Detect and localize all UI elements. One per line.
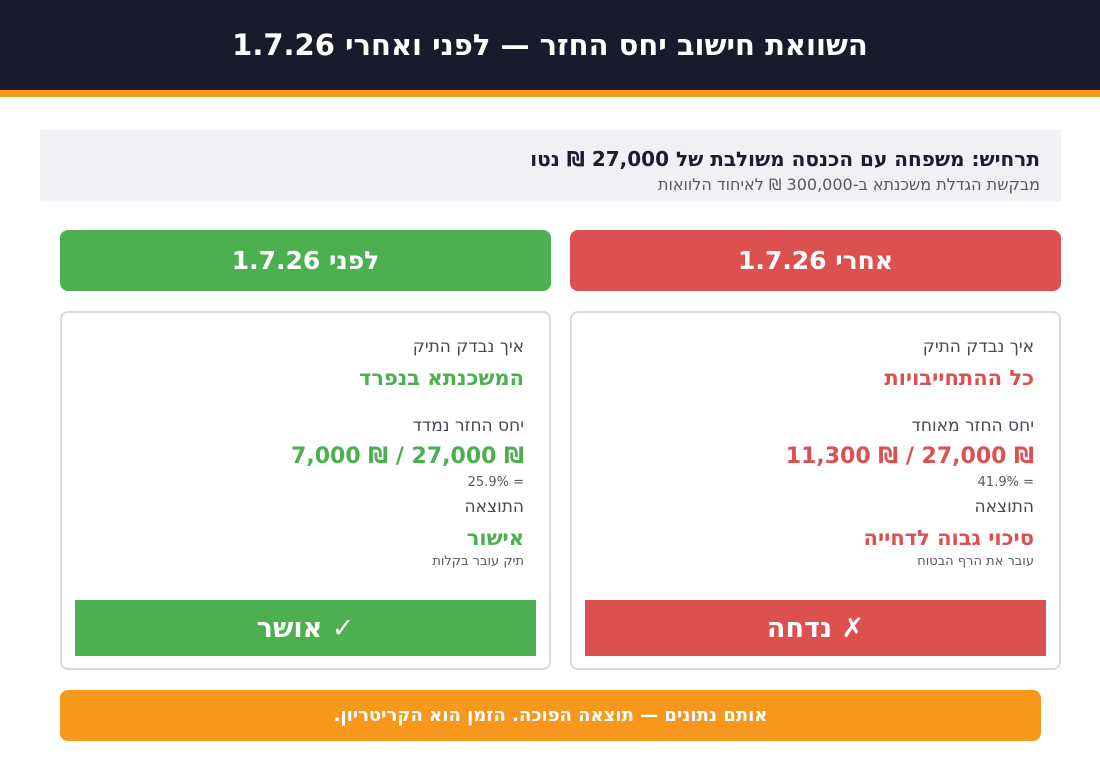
before-card: איך נבדק התיק המשכנתא בנפרד יחס החזר נמד… (60, 311, 551, 670)
before-result-value: אישור (466, 526, 524, 550)
before-ratio-label: יחס החזר נמדד (412, 416, 524, 436)
after-column-heading: אחרי 1.7.26 (570, 230, 1061, 291)
after-card: איך נבדק התיק כל ההתחייבויות יחס החזר מא… (570, 311, 1061, 670)
scenario-subtitle: מבקשת הגדלת משכנתא ב-300,000 ₪ לאיחוד הל… (657, 175, 1040, 194)
after-how-label: איך נבדק התיק (922, 337, 1034, 357)
scenario-title: תרחיש: משפחה עם הכנסה משולבת של 27,000 ₪… (530, 147, 1040, 171)
after-ratio-value: 11,300 ₪ / 27,000 ₪ (785, 444, 1034, 469)
after-ratio-percent: = 41.9% (977, 475, 1034, 490)
after-result-note: עובר את הרף הבטוח (917, 554, 1034, 569)
conclusion-banner: אותם נתונים — תוצאה הפוכה. הזמן הוא הקרי… (60, 690, 1041, 741)
scenario-box: תרחיש: משפחה עם הכנסה משולבת של 27,000 ₪… (40, 130, 1061, 201)
after-verdict-rejected: ✗ נדחה (585, 600, 1046, 656)
before-verdict-approved: ✓ אושר (75, 600, 536, 656)
before-ratio-percent: = 25.9% (467, 475, 524, 490)
after-ratio-label: יחס החזר מאוחד (911, 416, 1034, 436)
page-title: השוואת חישוב יחס החזר — לפני ואחרי 1.7.2… (232, 28, 868, 62)
before-ratio-value: 7,000 ₪ / 27,000 ₪ (291, 444, 524, 469)
before-how-label: איך נבדק התיק (412, 337, 524, 357)
after-result-value: סיכוי גבוה לדחייה (863, 526, 1034, 550)
before-column-heading: לפני 1.7.26 (60, 230, 551, 291)
before-result-label: התוצאה (464, 497, 524, 517)
before-how-value: המשכנתא בנפרד (358, 366, 524, 390)
after-result-label: התוצאה (974, 497, 1034, 517)
after-how-value: כל ההתחייבויות (884, 366, 1034, 390)
page-header: השוואת חישוב יחס החזר — לפני ואחרי 1.7.2… (0, 0, 1100, 97)
before-result-note: תיק עובר בקלות (432, 554, 524, 569)
